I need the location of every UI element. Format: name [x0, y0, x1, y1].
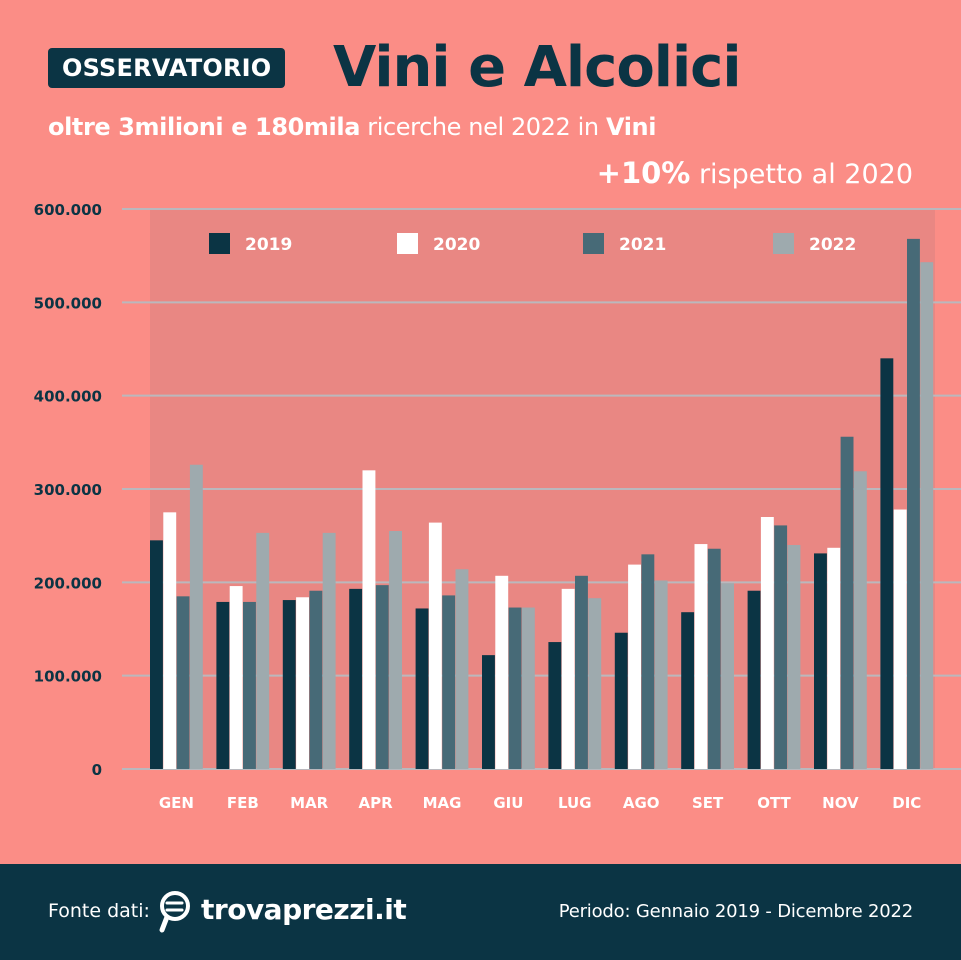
search-volume-highlight: oltre 3milioni e 180mila	[48, 113, 360, 141]
growth-reference: rispetto al 2020	[690, 159, 913, 190]
y-tick-label: 0	[92, 761, 102, 779]
bar-2021-GEN	[176, 596, 190, 769]
bar-2022-SET	[721, 583, 734, 769]
legend-label-2019: 2019	[245, 235, 292, 255]
legend-label-2022: 2022	[809, 235, 856, 255]
x-tick-label: DIC	[892, 794, 921, 812]
bar-2022-NOV	[853, 471, 867, 769]
bar-2020-MAG	[428, 522, 442, 769]
bar-2019-DIC	[880, 358, 894, 769]
bar-2020-OTT	[760, 517, 774, 769]
legend-swatch-2019	[209, 233, 230, 254]
bar-2020-FEB	[229, 586, 243, 769]
bar-2019-GEN	[150, 540, 163, 769]
bar-2021-AGO	[641, 554, 655, 769]
y-tick-label: 600.000	[34, 201, 102, 219]
x-tick-label: SET	[692, 794, 724, 812]
bar-2021-OTT	[774, 525, 788, 769]
bar-2021-LUG	[575, 575, 588, 769]
trovaprezzi-brand: trovaprezzi.it	[201, 893, 407, 926]
bar-2022-FEB	[256, 532, 270, 769]
x-tick-label: GEN	[159, 794, 194, 812]
footer: Fonte dati: trovaprezzi.it Periodo: Genn…	[0, 864, 961, 960]
x-tick-label: AGO	[623, 794, 660, 812]
bar-2021-MAR	[309, 590, 323, 769]
bar-2019-NOV	[814, 553, 827, 769]
bar-2019-AGO	[614, 632, 628, 769]
source-label: Fonte dati:	[48, 900, 150, 922]
bar-2021-FEB	[243, 601, 256, 769]
bar-2021-NOV	[840, 436, 854, 769]
search-volume-text: ricerche nel 2022 in	[360, 113, 606, 141]
bar-2019-MAR	[282, 600, 296, 769]
trovaprezzi-logo-icon	[159, 891, 190, 933]
bar-2021-DIC	[907, 238, 920, 769]
y-tick-label: 500.000	[34, 294, 102, 312]
bar-2020-DIC	[893, 509, 907, 769]
bar-2020-SET	[694, 544, 708, 769]
legend-swatch-2022	[773, 233, 794, 254]
bar-2021-APR	[375, 585, 389, 769]
y-tick-label: 400.000	[34, 388, 102, 406]
bar-2019-SET	[681, 612, 695, 769]
y-tick-label: 100.000	[34, 668, 102, 686]
bar-2022-APR	[389, 531, 402, 769]
bar-2022-MAR	[322, 532, 336, 769]
x-tick-label: LUG	[558, 794, 592, 812]
bar-2022-OTT	[787, 545, 801, 769]
legend-label-2020: 2020	[433, 235, 480, 255]
bar-2021-SET	[707, 548, 721, 769]
bar-2022-GIU	[521, 607, 535, 769]
page-title: Vini e Alcolici	[333, 35, 742, 100]
bar-2020-APR	[362, 470, 376, 769]
legend-swatch-2020	[397, 233, 418, 254]
x-tick-label: FEB	[227, 794, 259, 812]
bar-2019-MAG	[415, 608, 429, 769]
bar-2019-OTT	[747, 590, 761, 769]
x-tick-label: APR	[359, 794, 394, 812]
bar-2020-MAR	[296, 597, 309, 769]
x-tick-label: MAR	[290, 794, 329, 812]
observatory-badge: OSSERVATORIO	[48, 48, 286, 88]
growth-percentage: +10%	[596, 156, 691, 190]
legend-swatch-2021	[583, 233, 604, 254]
bar-2019-LUG	[548, 642, 562, 769]
bar-2020-GEN	[163, 512, 177, 769]
bar-2022-MAG	[455, 569, 469, 769]
bar-2021-GIU	[508, 607, 522, 769]
bar-2020-AGO	[628, 564, 641, 769]
bar-2022-DIC	[920, 262, 934, 769]
bar-2021-MAG	[442, 595, 456, 769]
bar-2020-NOV	[827, 547, 841, 769]
category-highlight: Vini	[605, 113, 657, 141]
data-period: Periodo: Gennaio 2019 - Dicembre 2022	[558, 901, 913, 922]
bar-2020-GIU	[495, 575, 509, 769]
bar-2019-APR	[349, 588, 363, 769]
bar-2020-LUG	[561, 588, 575, 769]
bar-2022-GEN	[189, 464, 203, 769]
growth-note: +10% rispetto al 2020	[597, 154, 913, 194]
bar-2019-FEB	[216, 601, 230, 769]
y-tick-label: 300.000	[34, 481, 102, 499]
y-tick-label: 200.000	[34, 574, 102, 592]
x-tick-label: GIU	[493, 794, 523, 812]
bar-2022-LUG	[588, 598, 602, 769]
search-volume-subtitle: oltre 3milioni e 180mila ricerche nel 20…	[48, 110, 656, 144]
x-tick-label: NOV	[822, 794, 859, 812]
x-tick-label: MAG	[423, 794, 462, 812]
legend-label-2021: 2021	[619, 235, 666, 255]
x-tick-label: OTT	[757, 794, 791, 812]
bar-2019-GIU	[482, 655, 495, 769]
bar-2022-AGO	[654, 580, 668, 769]
